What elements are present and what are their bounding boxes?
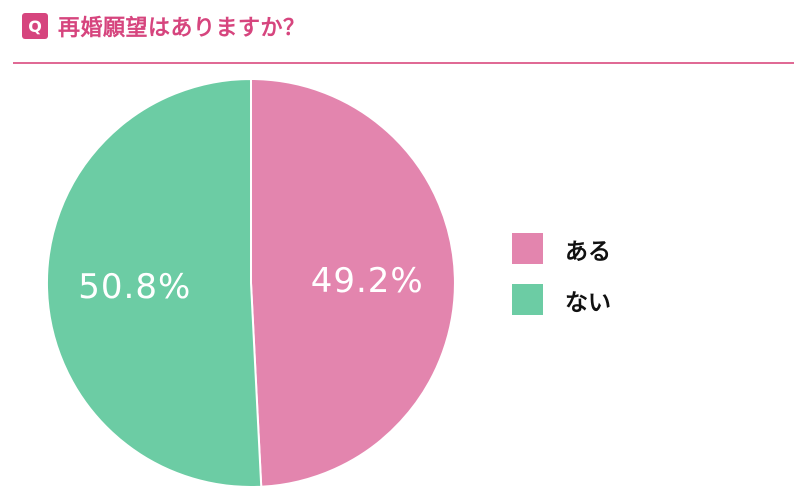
- question-header: Q 再婚願望はありますか？: [22, 8, 306, 44]
- q-badge-icon: Q: [22, 13, 48, 39]
- slice-value-label-0: 49.2%: [311, 261, 424, 301]
- legend-label-aru: ある: [565, 238, 611, 265]
- slice-value-label-1: 50.8%: [78, 267, 191, 307]
- legend-swatch-aru: [512, 233, 543, 264]
- legend-label-nai: ない: [565, 289, 611, 316]
- legend-item-aru: ある: [512, 233, 611, 265]
- pie-slice-0: [250, 77, 456, 488]
- pie-slice-1: [45, 77, 263, 488]
- header-divider: [13, 62, 794, 64]
- legend: ある ない: [512, 233, 611, 335]
- legend-swatch-nai: [512, 284, 543, 315]
- question-title: 再婚願望はありますか？: [58, 16, 306, 41]
- legend-item-nai: ない: [512, 284, 611, 316]
